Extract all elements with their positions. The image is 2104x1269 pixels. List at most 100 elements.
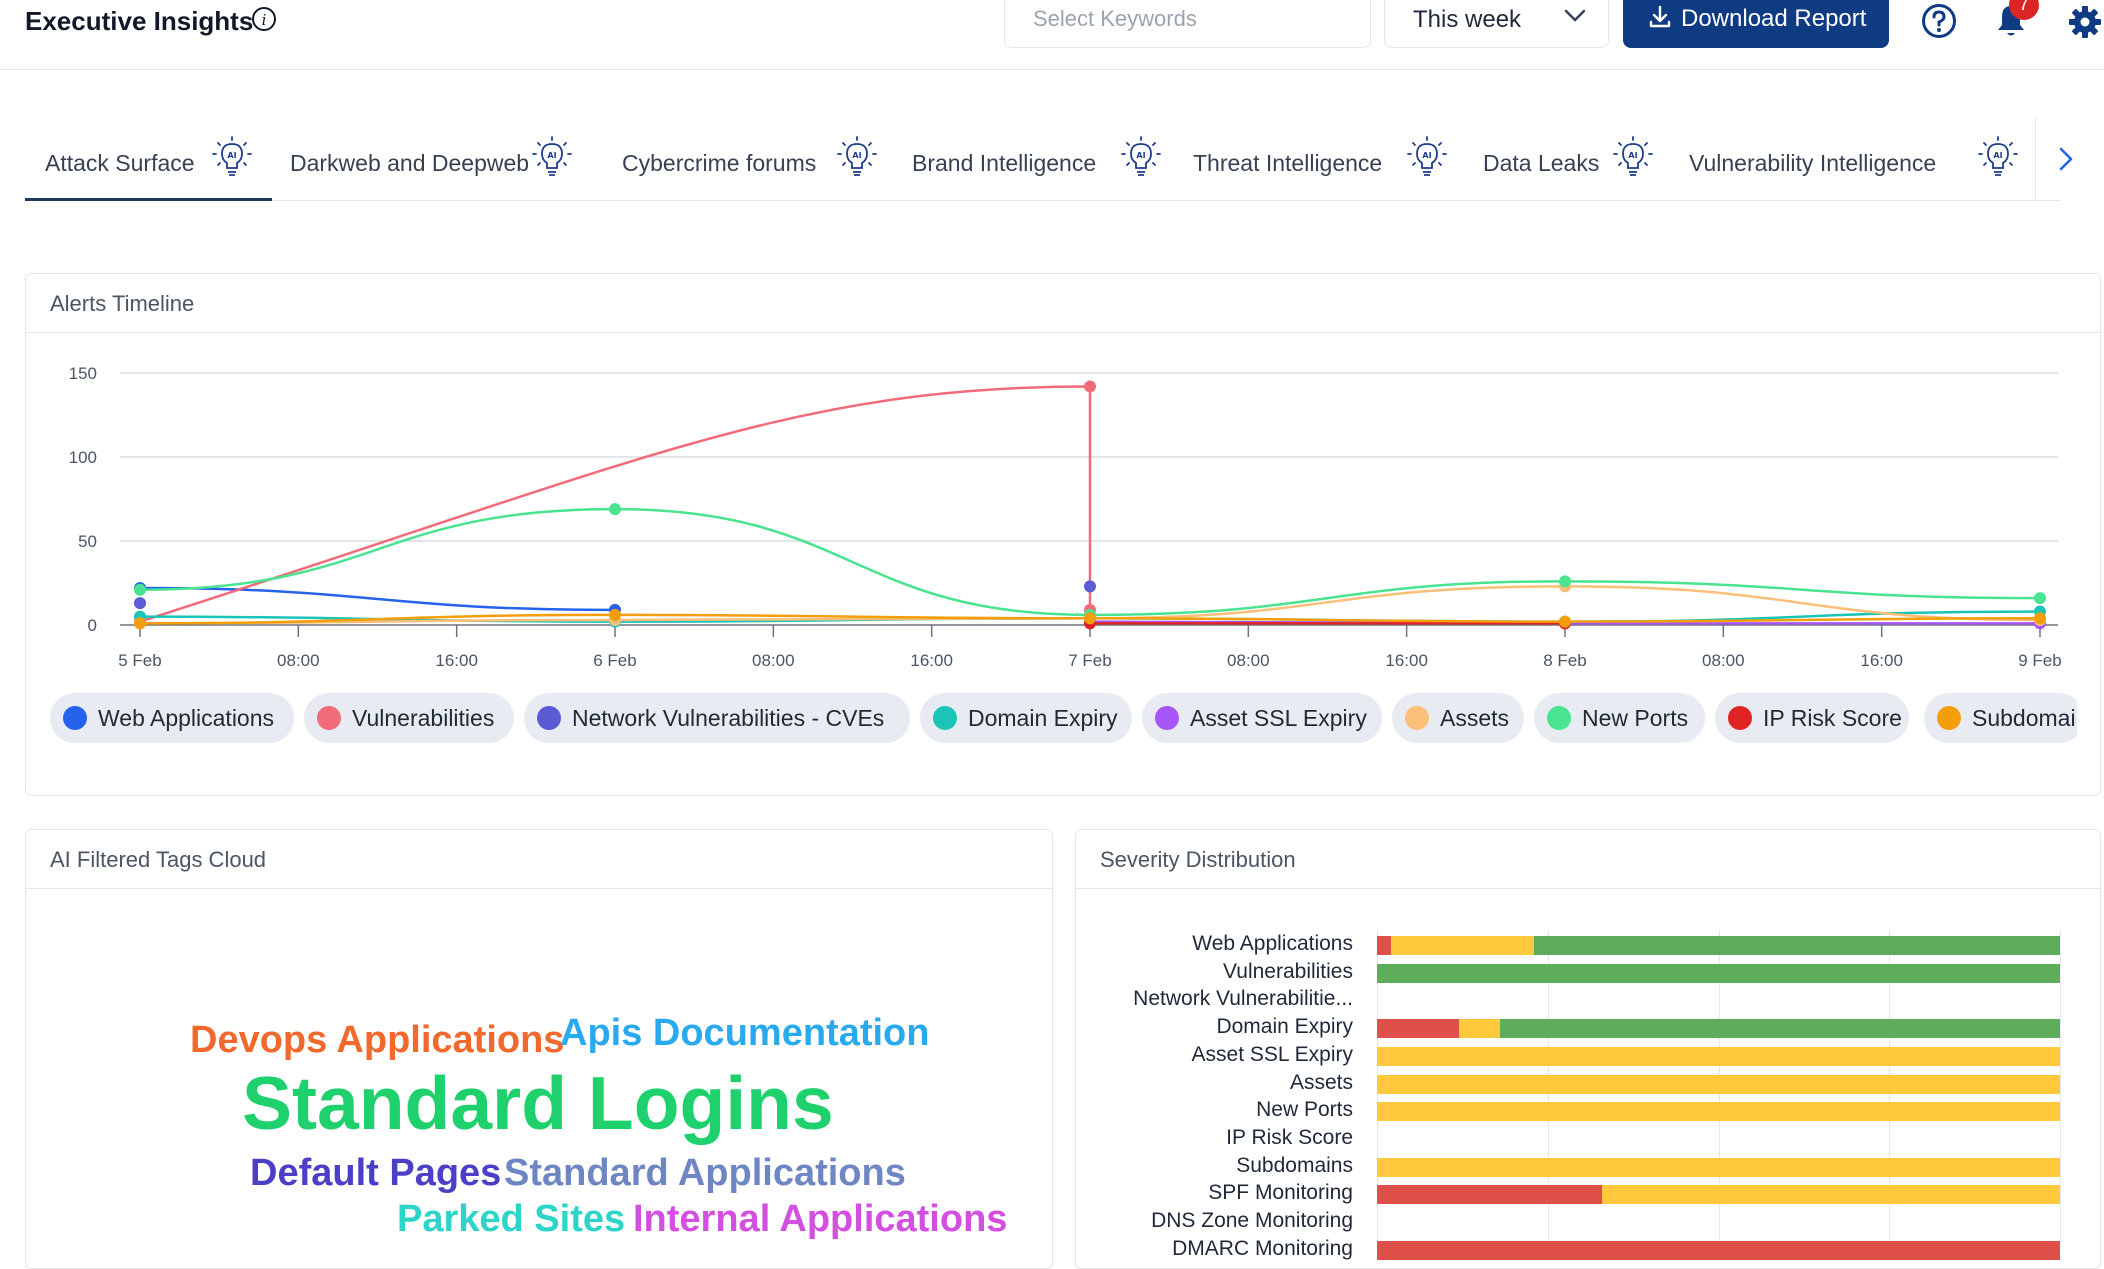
help-icon[interactable] [1921, 3, 1957, 39]
tab-brand-intelligence[interactable]: Brand Intelligence AI [892, 128, 1172, 200]
svg-text:AI: AI [1628, 151, 1637, 160]
y-tick-label: 100 [69, 448, 97, 467]
tag-word[interactable]: Internal Applications [633, 1198, 1008, 1240]
card-title: AI Filtered Tags Cloud [50, 847, 267, 872]
gear-icon[interactable] [2067, 4, 2103, 40]
legend-label: Network Vulnerabilities - CVEs [572, 705, 885, 731]
severity-bar[interactable] [1377, 1240, 2060, 1260]
bar-segment-medium [1377, 1102, 2060, 1122]
legend-label: Web Applications [98, 705, 275, 731]
tag-word[interactable]: Standard Applications [504, 1152, 906, 1194]
tab-label: Attack Surface [45, 150, 195, 176]
download-report-button[interactable]: Download Report [1623, 0, 1889, 48]
tag-word[interactable]: Devops Applications [190, 1019, 565, 1061]
tab-label: Threat Intelligence [1193, 150, 1383, 176]
x-tick-label: 16:00 [1860, 651, 1903, 670]
severity-bar[interactable] [1377, 936, 2060, 955]
tab-attack-surface[interactable]: Attack Surface AI [25, 128, 272, 201]
chevron-right-icon[interactable] [2058, 146, 2074, 172]
y-tick-label: 50 [78, 532, 97, 551]
severity-bar[interactable] [1377, 963, 2060, 983]
x-tick-label: 6 Feb [593, 651, 636, 670]
series-line [139, 586, 616, 612]
ai-bulb-icon: AI [212, 136, 252, 176]
bar-segment-critical [1377, 1019, 1459, 1039]
data-point [134, 617, 146, 630]
legend-item[interactable]: New Ports [1534, 693, 1705, 743]
keywords-input[interactable] [1031, 5, 1355, 33]
bar-segment-medium [1377, 1157, 2060, 1177]
data-point [609, 608, 621, 621]
data-point [1084, 612, 1096, 625]
tag-word[interactable]: Apis Documentation [560, 1012, 930, 1054]
tag-word[interactable]: Standard Logins [242, 1061, 834, 1145]
tab-label: Brand Intelligence [912, 150, 1097, 176]
tabs-divider [2035, 116, 2036, 200]
info-icon[interactable]: i [251, 6, 277, 32]
severity-category-label: Domain Expiry [1216, 1015, 1353, 1039]
y-tick-label: 150 [69, 364, 97, 383]
bar-segment-medium [1377, 1074, 2060, 1094]
legend-swatch [537, 706, 561, 730]
legend-item[interactable]: Vulnerabilities [304, 693, 514, 743]
severity-bar[interactable] [1377, 1157, 2060, 1177]
period-value: This week [1413, 6, 1522, 33]
tab-vulnerability-intelligence[interactable]: Vulnerability Intelligence AI [1670, 128, 2040, 200]
data-point [2034, 612, 2046, 625]
legend-item[interactable]: Domain Expiry [920, 693, 1132, 743]
tab-cybercrime-forums[interactable]: Cybercrime forums AI [602, 128, 892, 200]
severity-bar[interactable] [1377, 1185, 2060, 1205]
severity-category-label: Asset SSL Expiry [1191, 1042, 1353, 1066]
x-tick-label: 8 Feb [1543, 651, 1586, 670]
svg-text:i: i [262, 11, 267, 29]
legend-swatch [933, 706, 957, 730]
legend-item[interactable]: IP Risk Score [1715, 693, 1909, 743]
ai-bulb-icon: AI [1407, 136, 1447, 176]
severity-category-label: SPF Monitoring [1208, 1181, 1353, 1205]
x-tick-label: 16:00 [435, 651, 478, 670]
bar-segment-critical [1377, 1185, 1603, 1205]
legend-item[interactable]: Subdomai [1924, 693, 2084, 743]
tab-data-leaks[interactable]: Data Leaks AI [1463, 128, 1670, 200]
bar-segment-critical [1377, 1240, 2060, 1260]
severity-bar[interactable] [1377, 1102, 2060, 1122]
svg-text:AI: AI [547, 151, 556, 160]
data-point [134, 597, 146, 610]
x-tick-label: 9 Feb [2018, 651, 2061, 670]
x-tick-label: 16:00 [1385, 651, 1428, 670]
svg-text:AI: AI [852, 151, 861, 160]
card-header: Severity Distribution [1076, 830, 2100, 889]
legend-item[interactable]: Assets [1392, 693, 1524, 743]
tab-threat-intelligence[interactable]: Threat Intelligence AI [1172, 128, 1463, 200]
ai-bulb-icon: AI [1121, 136, 1161, 176]
x-tick-label: 08:00 [1227, 651, 1270, 670]
legend-label: Asset SSL Expiry [1190, 705, 1367, 731]
legend-item[interactable]: Asset SSL Expiry [1142, 693, 1382, 743]
bar-segment-low [1377, 963, 2060, 983]
period-dropdown[interactable]: This week [1384, 0, 1609, 48]
tag-word[interactable]: Parked Sites [397, 1198, 626, 1240]
severity-bar[interactable] [1377, 1130, 2060, 1149]
tab-bar: Attack Surface AI Darkweb and Deepweb AI… [25, 128, 2061, 201]
legend-item[interactable]: Web Applications [50, 693, 294, 743]
ai-bulb-icon: AI [532, 136, 572, 176]
keywords-select[interactable] [1004, 0, 1371, 48]
severity-labels: Web Applications Vulnerabilities Network V… [1075, 0, 1353, 1260]
legend-swatch [1155, 706, 1179, 730]
severity-bar[interactable] [1377, 1213, 2060, 1232]
severity-category-label: New Ports [1256, 1098, 1353, 1122]
svg-text:AI: AI [227, 151, 236, 160]
data-point [1084, 380, 1096, 393]
tag-word[interactable]: Default Pages [250, 1152, 502, 1194]
x-tick-label: 08:00 [752, 651, 795, 670]
severity-bar[interactable] [1377, 1046, 2060, 1066]
severity-bar[interactable] [1377, 991, 2060, 1010]
legend-swatch [317, 706, 341, 730]
tab-darkweb[interactable]: Darkweb and Deepweb AI [272, 128, 602, 200]
y-tick-label: 0 [88, 616, 97, 635]
severity-bar[interactable] [1377, 1019, 2060, 1039]
legend-item[interactable]: Network Vulnerabilities - CVEs [524, 693, 910, 743]
severity-category-label: Vulnerabilities [1223, 959, 1353, 983]
severity-bar[interactable] [1377, 1074, 2060, 1094]
x-tick-label: 08:00 [277, 651, 320, 670]
